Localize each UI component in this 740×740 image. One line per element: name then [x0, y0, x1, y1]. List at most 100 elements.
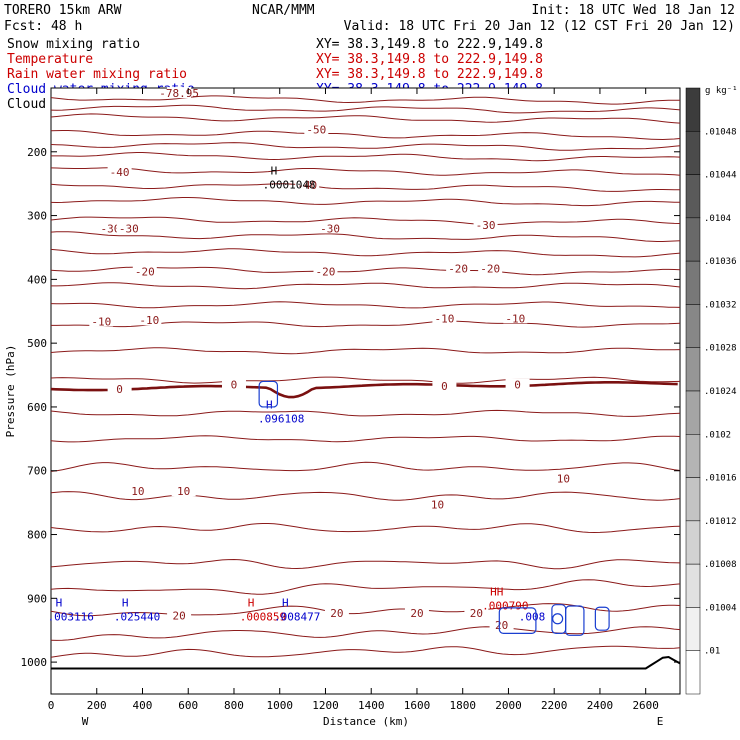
colorbar-block: [685, 131, 701, 175]
colorbar-block: [685, 650, 701, 695]
high-marker: H: [56, 596, 63, 609]
x-tick-label: 200: [87, 699, 107, 712]
contour-label-bg: [446, 262, 471, 274]
y-tick-label: 700: [27, 465, 47, 478]
high-marker: H: [282, 596, 289, 609]
header: TORERO 15km ARW NCAR/MMM Init: 18 UTC We…: [4, 3, 735, 34]
colorbar-label: .01028: [704, 344, 737, 354]
cloud-water-contour: [552, 613, 564, 625]
colorbar-block: [685, 260, 701, 305]
colorbar-block: [685, 520, 701, 565]
x-tick-label: 2400: [587, 699, 614, 712]
contour-label-bg: [432, 379, 457, 391]
cloud-water-contours: [258, 380, 610, 636]
x-tick-label: 0: [48, 699, 55, 712]
contour-label-bg: [473, 219, 498, 231]
legend-label: Snow mixing ratio: [7, 37, 140, 52]
contour-label: 10: [177, 485, 190, 498]
mixing-ratio-value: .008: [519, 610, 546, 623]
temperature-contour-line: [50, 558, 681, 570]
cloud-water-contour: [594, 606, 610, 631]
colorbar-label: .01008: [704, 560, 737, 570]
x-tick-label: 400: [133, 699, 153, 712]
colorbar-label: .01032: [704, 300, 737, 310]
contour-label: -50: [306, 123, 326, 136]
x-tick-label: 600: [178, 699, 198, 712]
contour-label-bg: [318, 222, 343, 234]
temperature-contour-line: [50, 435, 681, 443]
colorbar-unit: g kg⁻¹: [705, 86, 738, 96]
mixing-ratio-value: .096108: [258, 413, 304, 426]
init-time: Init: 18 UTC Wed 18 Jan 12: [532, 3, 736, 18]
colorbar-label: .01012: [704, 517, 737, 527]
y-tick-label: 500: [27, 337, 47, 350]
x-axis-label: Distance (km): [323, 715, 409, 728]
y-tick-label: 600: [27, 401, 47, 414]
colorbar-block: [685, 87, 701, 132]
contour-label: -78.95: [159, 87, 199, 100]
contour-label: -10: [505, 312, 525, 325]
contour-label: -30: [320, 222, 340, 235]
contour-label: 0: [514, 379, 521, 392]
colorbar-label: .01016: [704, 474, 737, 484]
y-tick-label: 300: [27, 210, 47, 223]
contour-label: 20: [470, 607, 483, 620]
contour-label-bg: [324, 606, 349, 618]
contour-label: -10: [139, 314, 159, 327]
contour-label-bg: [304, 123, 329, 135]
y-tick-label: 800: [27, 529, 47, 542]
temperature-contour-line: [50, 130, 681, 141]
temperature-contour-line: [51, 282, 681, 290]
terrain-surface: [51, 655, 681, 670]
contour-label: 10: [557, 472, 570, 485]
high-marker: H: [266, 399, 273, 412]
cloud-water-contour: [565, 605, 585, 636]
x-axis-ticks: 0 200 400 600 800 1000 1200 1400 1600 1800 2000 220…: [48, 88, 659, 712]
temperature-contour-line: [50, 461, 681, 472]
contour-label: 0: [231, 379, 238, 392]
contour-label-bg: [167, 609, 192, 621]
colorbar-label: .01004: [704, 603, 737, 613]
contour-label: -30: [476, 219, 496, 232]
contour-label: -20: [448, 263, 468, 276]
contour-label-bg: [98, 222, 123, 234]
legend-label: Rain water mixing ratio: [7, 67, 187, 82]
contour-label-bg: [125, 485, 150, 497]
temperature-contour-line: [50, 142, 681, 151]
contour-label-bg: [551, 472, 576, 484]
colorbar-block: [685, 390, 701, 435]
mixing-ratio-value: .000859: [240, 610, 286, 623]
contour-label: -40: [297, 179, 317, 192]
y-tick-label: 900: [27, 592, 47, 605]
colorbar-block: [685, 174, 701, 219]
high-marker: HH: [490, 585, 503, 598]
colorbar-label: .01024: [704, 387, 737, 397]
temperature-contour-line: [50, 95, 681, 105]
contour-label-bg: [489, 619, 514, 631]
mixing-ratio-value: .025440: [114, 610, 160, 623]
contour-label-bg: [167, 87, 192, 99]
temperature-contour-line: [50, 579, 681, 595]
mixing-ratio-value: .0001048: [263, 178, 316, 191]
contour-labels: -78.95-50-40-40-30-30 -30 -30-20 -20 -20 -20-…: [89, 87, 576, 632]
temperature-contour-line: [50, 523, 681, 534]
contour-label-bg: [137, 314, 162, 326]
temperature-contour-line: [50, 626, 681, 641]
contour-label: -30: [119, 222, 139, 235]
x-tick-label: 1600: [404, 699, 431, 712]
colorbar-block: [685, 563, 701, 608]
temperature-contour-line: [50, 248, 681, 258]
west-label: W: [82, 715, 89, 728]
colorbar-block: [685, 607, 701, 651]
temperature-contour-line: [50, 491, 681, 501]
contour-label-bg: [505, 378, 530, 390]
contour-label: 0: [441, 380, 448, 393]
contour-label: 20: [172, 610, 185, 623]
colorbar-block: [685, 347, 701, 392]
contour-label: 0: [116, 383, 123, 396]
contour-label-bg: [404, 606, 429, 618]
temperature-contour-line: [50, 376, 681, 384]
temperature-contour-line: [50, 301, 681, 309]
contour-label: 20: [495, 619, 508, 632]
